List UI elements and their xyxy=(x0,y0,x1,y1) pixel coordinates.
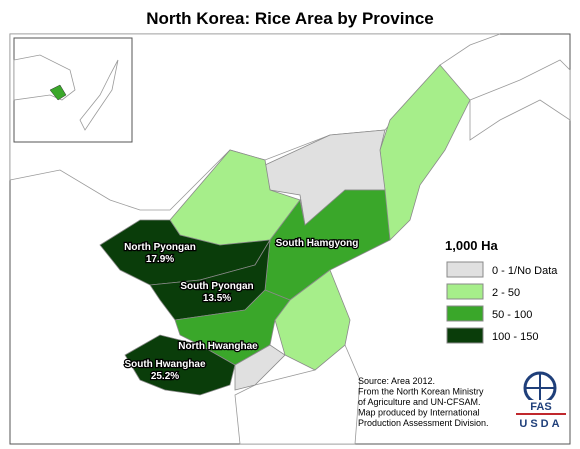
source-line: Map produced by International xyxy=(358,408,480,418)
province-share: 17.9% xyxy=(146,254,174,265)
province-share: 13.5% xyxy=(203,293,231,304)
province-label: South Hwanghae xyxy=(124,359,206,370)
province-label: North Hwanghae xyxy=(178,341,258,352)
legend-swatch xyxy=(446,261,484,278)
province-label: North Pyongan xyxy=(124,242,196,253)
source-line: Production Assessment Division. xyxy=(358,418,489,428)
province-label: South Pyongan xyxy=(180,281,253,292)
legend: 0 - 1/No Data 2 - 50 50 - 100 100 - 150 xyxy=(446,261,558,344)
legend-swatch xyxy=(446,283,484,300)
logo: FAS USDA xyxy=(516,371,566,430)
province-share: 25.2% xyxy=(151,371,179,382)
title: North Korea: Rice Area by Province xyxy=(146,9,434,28)
logo-top: FAS xyxy=(530,401,551,413)
source-note: Source: Area 2012.From the North Korean … xyxy=(358,376,489,428)
province-labels: North Pyongan 17.9% South Pyongan 13.5% … xyxy=(123,237,360,384)
legend-label: 0 - 1/No Data xyxy=(492,265,558,277)
legend-label: 2 - 50 xyxy=(492,287,520,299)
province-shape xyxy=(174,289,291,366)
province-shape xyxy=(274,269,351,371)
logo-bottom: USDA xyxy=(519,418,562,430)
source-line: From the North Korean Ministry xyxy=(358,387,484,397)
province-shape xyxy=(379,64,471,241)
legend-swatch xyxy=(446,305,484,322)
provinces xyxy=(99,64,471,396)
province-shape xyxy=(124,334,236,396)
inset-map xyxy=(13,37,133,143)
legend-title: 1,000 Ha xyxy=(445,238,499,253)
province-shape xyxy=(234,344,286,391)
legend-label: 100 - 150 xyxy=(492,331,538,343)
province-label: South Hamgyong xyxy=(276,238,359,249)
source-line: Source: Area 2012. xyxy=(358,376,435,386)
source-line: of Agriculture and UN-CFSAM. xyxy=(358,397,481,407)
legend-swatch xyxy=(446,327,484,344)
legend-label: 50 - 100 xyxy=(492,309,532,321)
